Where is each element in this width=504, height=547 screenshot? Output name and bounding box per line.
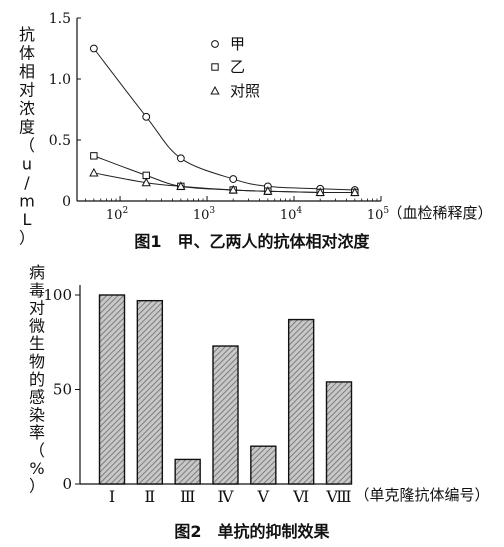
fig2-x-tick-label: Ⅰ xyxy=(109,487,115,506)
fig1-legend-marker-3 xyxy=(210,85,220,95)
fig1-x-tick-label: 103 xyxy=(193,206,216,223)
fig2-y-tick-label: 100 xyxy=(43,286,72,304)
fig2-title: 图2 单抗的抑制效果 xyxy=(174,522,329,541)
fig2-bar xyxy=(250,445,277,485)
fig1-legend-label-2: 乙 xyxy=(230,58,245,76)
fig1-point-1 xyxy=(229,175,238,183)
fig1-point-2 xyxy=(142,171,150,180)
figure-1: 抗体相对浓度（ u / m L） 0 0.5 1.0 1.5 102 103 104 105 甲乙对… xyxy=(19,11,493,251)
fig1-title: 图1 甲、乙两人的抗体相对浓度 xyxy=(134,232,370,251)
fig1-legend-marker-1 xyxy=(211,40,219,48)
fig2-x-tick-label: Ⅵ xyxy=(292,487,309,506)
fig1-point-3 xyxy=(228,184,238,194)
fig2-bar xyxy=(287,318,315,485)
fig1-point-1 xyxy=(89,44,98,53)
fig2-ylabel: 病毒对微生物的感染率（%） xyxy=(29,263,45,496)
fig1-point-1 xyxy=(142,112,151,121)
fig1-legend-label-1: 甲 xyxy=(230,35,245,53)
fig1-point-3 xyxy=(315,187,325,196)
fig1-point-1 xyxy=(176,154,185,163)
fig1-point-2 xyxy=(90,152,98,160)
fig1-ylabel: 抗体相对浓度（ u / m L） xyxy=(19,25,35,248)
fig1-x-tick-label: 102 xyxy=(106,206,128,223)
fig1-legend-label-3: 对照 xyxy=(230,82,260,100)
fig1-legend-marker-2 xyxy=(211,63,219,71)
fig1-x-tick-label: 105 xyxy=(367,206,390,223)
fig1-y-tick-label: 0.5 xyxy=(49,133,71,149)
fig1-point-3 xyxy=(89,167,99,177)
fig1-point-3 xyxy=(176,181,186,190)
fig2-bar xyxy=(212,345,239,485)
fig2-x-tick-label: Ⅱ xyxy=(144,487,155,506)
fig2-y-tick-label: 0 xyxy=(62,475,72,493)
fig1-y-tick-label: 1.0 xyxy=(49,72,71,88)
fig1-x-tick-label: 104 xyxy=(280,206,303,223)
fig2-bar xyxy=(174,458,201,485)
fig2-bar xyxy=(98,294,126,485)
fig2-bar xyxy=(136,299,164,485)
fig2-x-tick-label: Ⅲ xyxy=(180,487,195,506)
fig2-x-tick-label: Ⅳ xyxy=(218,487,235,506)
fig2-x-tick-label: Ⅷ xyxy=(325,487,351,506)
fig1-xlabel: （血检稀释度） xyxy=(387,204,492,222)
fig1-y-tick-label: 0 xyxy=(62,194,71,210)
fig1-point-3 xyxy=(350,187,360,196)
fig1-series-line-2 xyxy=(93,155,355,194)
fig2-y-tick-label: 50 xyxy=(53,381,72,399)
fig1-series-line-1 xyxy=(93,48,355,191)
fig1-point-3 xyxy=(141,177,151,187)
fig1-y-tick-label: 1.5 xyxy=(49,11,71,27)
fig1-point-3 xyxy=(263,186,273,195)
fig2-bar xyxy=(325,381,353,485)
fig2-x-tick-label: Ⅴ xyxy=(257,487,270,506)
fig2-xlabel: （单克隆抗体编号） xyxy=(354,486,489,504)
